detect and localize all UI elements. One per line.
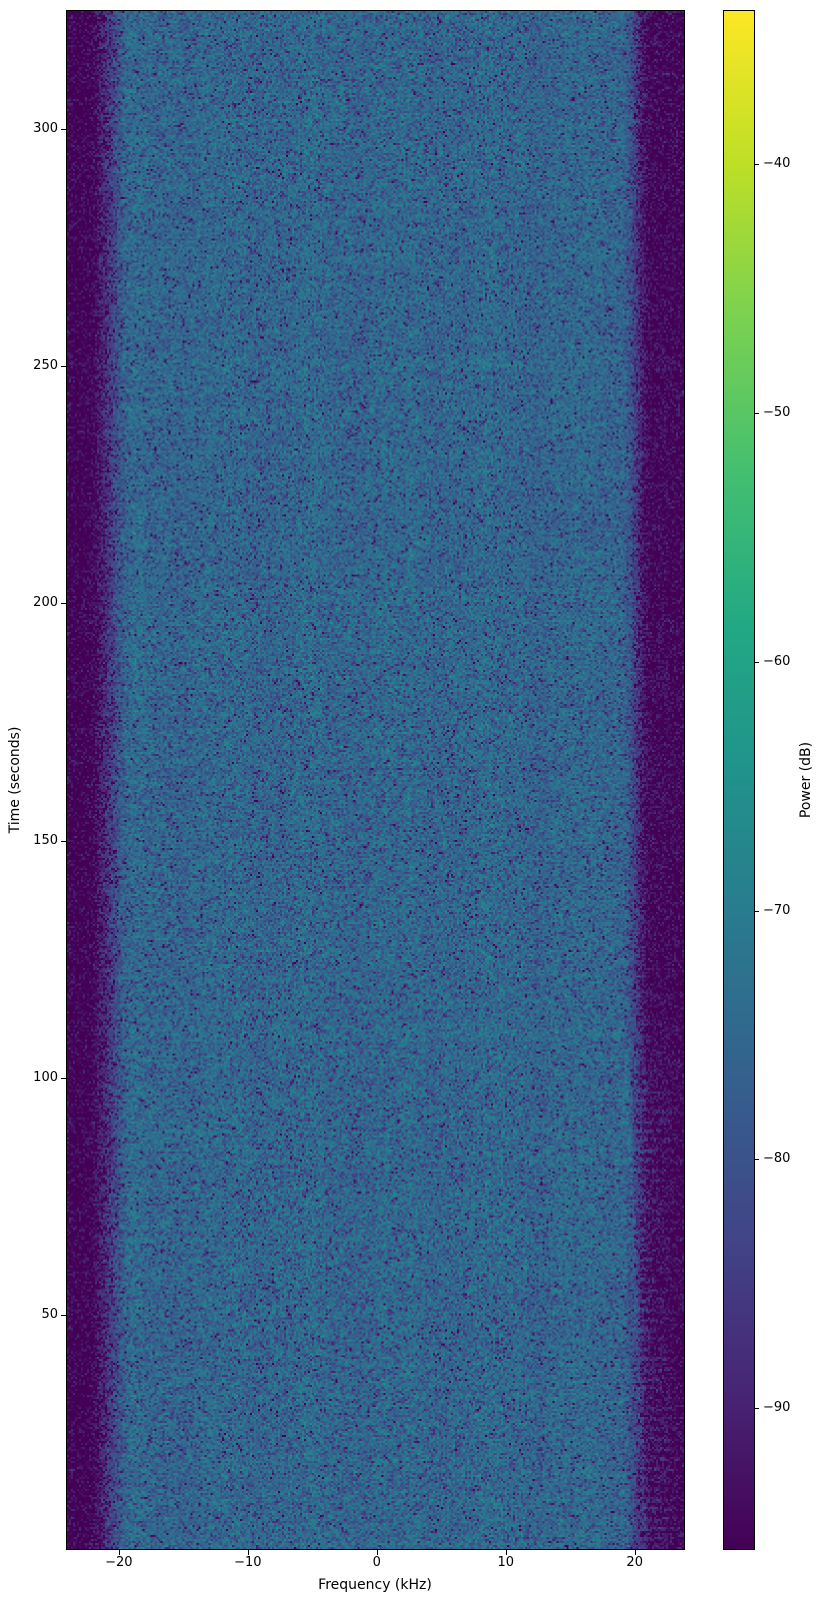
plot-area bbox=[66, 10, 685, 1550]
x-tick-mark bbox=[505, 1550, 507, 1555]
y-tick-mark bbox=[61, 1077, 66, 1079]
y-tick-label: 100 bbox=[33, 1069, 58, 1085]
x-tick-mark bbox=[634, 1550, 636, 1555]
x-tick-mark bbox=[118, 1550, 120, 1555]
colorbar-gradient bbox=[724, 11, 754, 1549]
y-tick-label: 50 bbox=[41, 1307, 58, 1323]
colorbar-tick-mark bbox=[755, 1408, 759, 1410]
x-axis-label: Frequency (kHz) bbox=[318, 1577, 432, 1593]
y-axis-label: Time (seconds) bbox=[7, 726, 23, 834]
y-tick-label: 250 bbox=[33, 357, 58, 373]
colorbar-tick-mark bbox=[755, 164, 759, 166]
colorbar-tick-label: −50 bbox=[763, 405, 791, 421]
colorbar bbox=[723, 10, 755, 1550]
x-tick-label: −20 bbox=[105, 1555, 133, 1570]
x-tick-label: 0 bbox=[372, 1555, 381, 1570]
y-tick-mark bbox=[61, 840, 66, 842]
colorbar-tick-mark bbox=[755, 661, 759, 663]
colorbar-tick-mark bbox=[755, 910, 759, 912]
y-tick-label: 150 bbox=[33, 832, 58, 848]
y-tick-label: 300 bbox=[33, 120, 58, 136]
y-tick-label: 200 bbox=[33, 595, 58, 611]
colorbar-tick-label: −60 bbox=[763, 653, 791, 669]
colorbar-tick-label: −70 bbox=[763, 902, 791, 918]
colorbar-tick-mark bbox=[755, 1159, 759, 1161]
colorbar-tick-mark bbox=[755, 413, 759, 415]
colorbar-tick-label: −80 bbox=[763, 1151, 791, 1167]
colorbar-tick-label: −40 bbox=[763, 156, 791, 172]
spectrogram-heatmap bbox=[67, 11, 684, 1549]
y-tick-mark bbox=[61, 1315, 66, 1317]
y-tick-mark bbox=[61, 365, 66, 367]
x-tick-mark bbox=[247, 1550, 249, 1555]
x-tick-label: 20 bbox=[626, 1555, 643, 1570]
y-tick-mark bbox=[61, 603, 66, 605]
y-tick-mark bbox=[61, 128, 66, 130]
colorbar-label: Power (dB) bbox=[798, 741, 814, 819]
x-tick-label: −10 bbox=[234, 1555, 262, 1570]
x-tick-mark bbox=[376, 1550, 378, 1555]
colorbar-tick-label: −90 bbox=[763, 1400, 791, 1416]
x-tick-label: 10 bbox=[497, 1555, 515, 1570]
